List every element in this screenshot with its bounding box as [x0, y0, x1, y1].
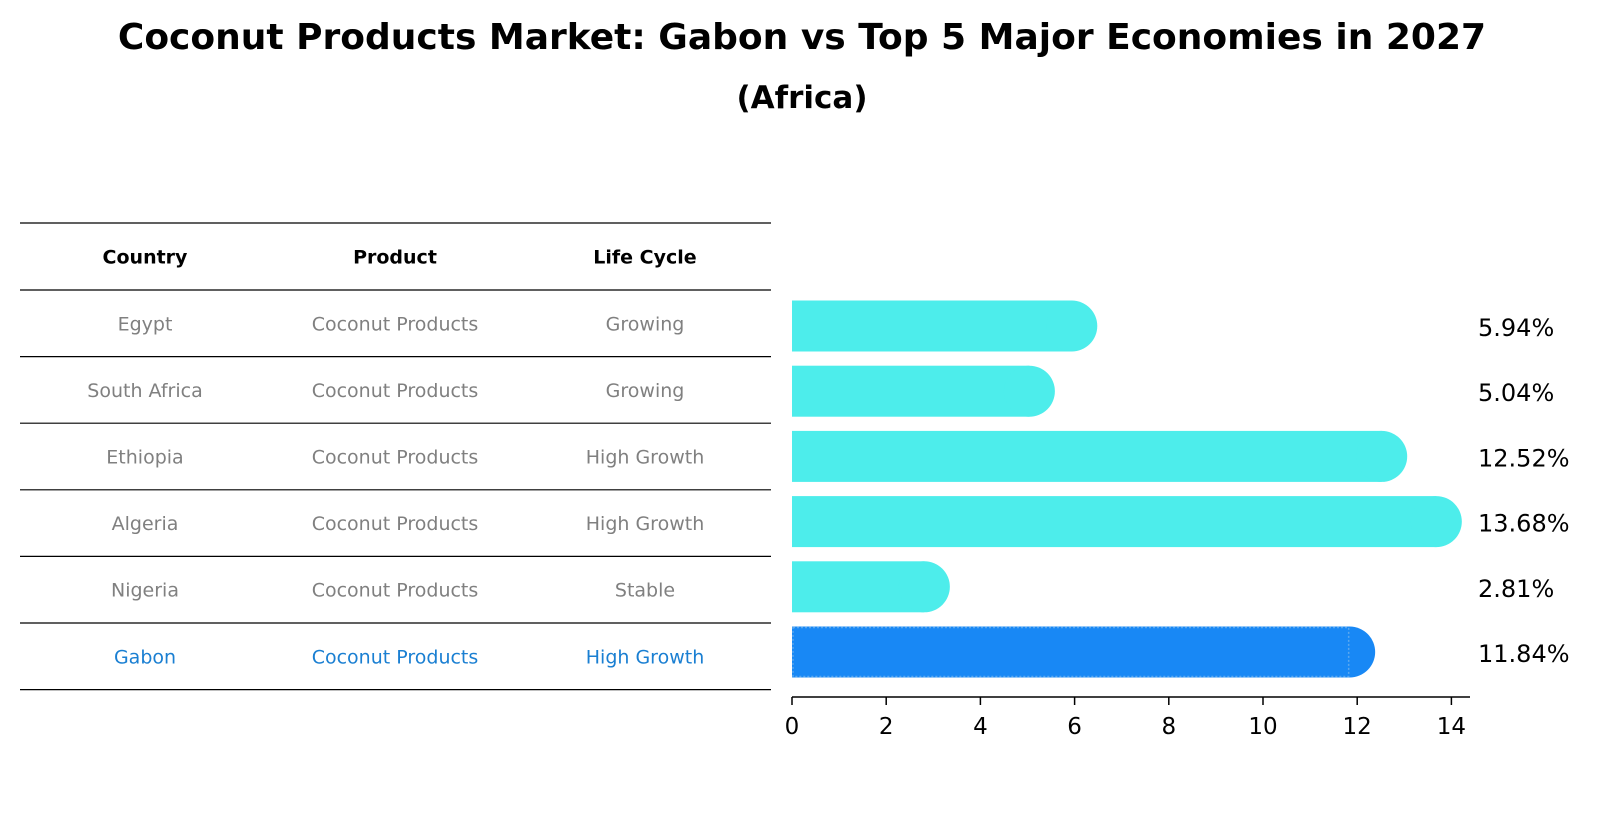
- x-tick-label: 0: [785, 714, 800, 740]
- table-cell-product: Coconut Products: [312, 447, 479, 469]
- table-cell-product: Coconut Products: [312, 513, 479, 535]
- life-cycle-header: Life Cycle: [593, 247, 696, 269]
- table-cell-country: Gabon: [114, 646, 176, 668]
- bar-south-africa: [792, 365, 1030, 417]
- table-cell-product: Coconut Products: [312, 580, 479, 602]
- x-tick-label: 10: [1248, 714, 1277, 740]
- chart-subtitle: (Africa): [736, 80, 868, 116]
- value-label: 11.84%: [1478, 640, 1570, 668]
- x-tick-label: 8: [1161, 714, 1176, 740]
- table-cell-country: South Africa: [87, 380, 202, 402]
- chart-title: Coconut Products Market: Gabon vs Top 5 …: [117, 17, 1487, 58]
- table-cell-product: Coconut Products: [312, 646, 479, 668]
- highlight-bar-outline: [792, 626, 1350, 678]
- value-label: 12.52%: [1478, 444, 1570, 472]
- table-cell-country: Algeria: [112, 513, 179, 535]
- table-cell-country: Egypt: [118, 313, 173, 335]
- x-tick-label: 14: [1437, 714, 1466, 740]
- product-header: Product: [353, 247, 437, 269]
- bar-end-cap: [1046, 300, 1098, 352]
- value-label: 13.68%: [1478, 510, 1570, 538]
- bar-end-cap: [1410, 496, 1462, 548]
- value-label: 2.81%: [1478, 575, 1554, 603]
- bar-end-cap: [1003, 365, 1055, 417]
- x-tick-label: 6: [1067, 714, 1082, 740]
- x-tick-label: 4: [973, 714, 988, 740]
- bar-end-cap: [1356, 430, 1408, 482]
- bar-end-cap: [898, 561, 950, 613]
- x-tick-label: 2: [879, 714, 894, 740]
- value-label: 5.04%: [1478, 379, 1554, 407]
- bar-egypt: [792, 300, 1072, 352]
- table-cell-life-cycle: Growing: [606, 380, 685, 402]
- bar-end-cap: [1324, 626, 1376, 678]
- value-label: 5.94%: [1478, 314, 1554, 342]
- table-cell-country: Nigeria: [111, 580, 179, 602]
- table-cell-life-cycle: High Growth: [586, 646, 704, 668]
- bar-algeria: [792, 496, 1437, 548]
- x-tick-label: 12: [1343, 714, 1372, 740]
- country-header: Country: [103, 247, 189, 269]
- bar-gabon: [792, 626, 1350, 678]
- table-cell-product: Coconut Products: [312, 380, 479, 402]
- table-cell-life-cycle: High Growth: [586, 513, 704, 535]
- table-cell-country: Ethiopia: [106, 447, 183, 469]
- table-cell-life-cycle: Growing: [606, 313, 685, 335]
- table-cell-product: Coconut Products: [312, 313, 479, 335]
- bar-ethiopia: [792, 430, 1382, 482]
- table-cell-life-cycle: Stable: [615, 580, 675, 602]
- table-cell-life-cycle: High Growth: [586, 447, 704, 469]
